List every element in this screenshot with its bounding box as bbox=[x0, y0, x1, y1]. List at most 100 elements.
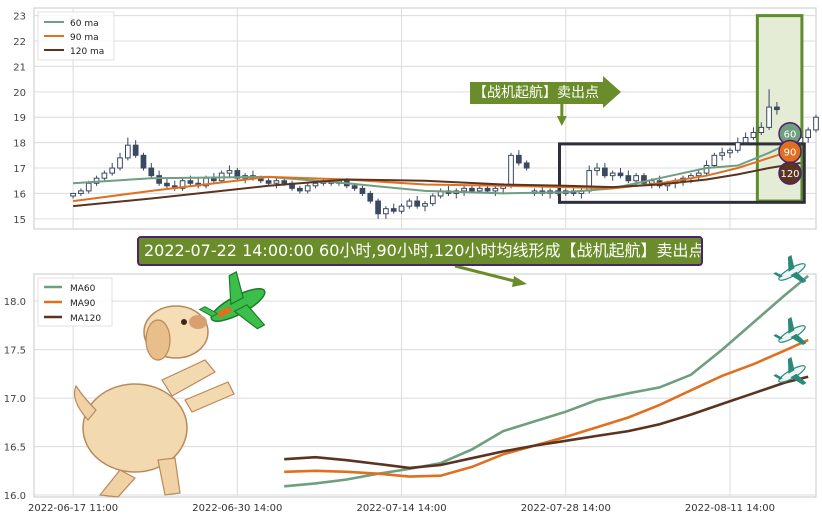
legend-bottom-label: MA60 bbox=[70, 284, 96, 294]
candle-body bbox=[304, 185, 311, 192]
candle-body bbox=[398, 205, 405, 212]
candle-body bbox=[78, 190, 84, 194]
y-tick-label: 23 bbox=[13, 12, 26, 23]
candle-body bbox=[711, 154, 718, 166]
y-tick-label: 18.0 bbox=[4, 297, 26, 308]
candle-body bbox=[226, 170, 233, 174]
plot-area-top bbox=[33, 7, 817, 230]
y-tick-label: 17.5 bbox=[4, 346, 26, 357]
candle-body bbox=[813, 116, 819, 131]
candle-body bbox=[414, 200, 421, 207]
candle-body bbox=[469, 187, 475, 192]
candle-body bbox=[429, 195, 436, 205]
candle-body bbox=[164, 182, 170, 187]
ma-end-badge-label: 60 bbox=[784, 130, 797, 141]
candle-body bbox=[625, 175, 632, 182]
candle-body bbox=[297, 187, 303, 192]
candle-body bbox=[367, 192, 374, 202]
candle-body bbox=[727, 149, 733, 154]
y-tick-label: 21 bbox=[13, 62, 26, 73]
candle-body bbox=[617, 172, 624, 177]
legend-bottom-label: MA120 bbox=[70, 314, 101, 324]
candle-body bbox=[422, 203, 428, 207]
candle-body bbox=[124, 144, 131, 159]
y-tick-label: 16.5 bbox=[4, 443, 26, 454]
legend-top: 60 ma 90 ma 120 ma bbox=[37, 11, 115, 61]
candle-body bbox=[476, 187, 483, 192]
candle-body bbox=[523, 162, 530, 169]
signal-banner: 2022-07-22 14:00:00 60小时,90小时,120小时均线形成【… bbox=[137, 236, 703, 266]
y-tick-label: 16.0 bbox=[4, 491, 26, 502]
series-line-ma90 bbox=[284, 338, 809, 478]
y-tick-label: 20 bbox=[13, 88, 26, 99]
ma90-line bbox=[72, 146, 801, 203]
x-tick-label: 2022-07-28 14:00 bbox=[521, 503, 611, 514]
y-tick-label: 18 bbox=[13, 139, 26, 150]
callout-pointer-head bbox=[556, 116, 567, 126]
candle-body bbox=[312, 182, 319, 187]
candle-body bbox=[187, 180, 194, 184]
banner-pointer-stem bbox=[454, 264, 519, 284]
candle-body bbox=[742, 137, 749, 144]
candle-body bbox=[641, 175, 647, 184]
x-tick-label: 2022-06-17 11:00 bbox=[28, 503, 118, 514]
ma-end-badge-label: 90 bbox=[784, 148, 797, 159]
series-line-ma120 bbox=[284, 375, 809, 470]
candle-body bbox=[273, 180, 280, 184]
candle-body bbox=[594, 167, 600, 172]
x-tick-label: 2022-06-30 14:00 bbox=[192, 503, 282, 514]
candle-body bbox=[156, 175, 162, 184]
candle-body bbox=[101, 172, 108, 179]
candle-body bbox=[383, 208, 389, 215]
candle-body bbox=[117, 157, 123, 169]
legend-top-label: 90 ma bbox=[70, 33, 99, 43]
y-tick-label: 16 bbox=[13, 189, 26, 200]
candle-body bbox=[774, 106, 780, 111]
candle-body bbox=[390, 208, 397, 212]
y-tick-label: 17 bbox=[13, 164, 26, 175]
x-tick-label: 2022-08-11 14:00 bbox=[685, 503, 775, 514]
candle-body bbox=[719, 152, 726, 156]
candle-body bbox=[515, 154, 522, 164]
candle-body bbox=[406, 200, 413, 207]
candle-body bbox=[484, 187, 491, 192]
candle-body bbox=[805, 129, 812, 139]
candle-body bbox=[140, 154, 147, 169]
candle-body bbox=[734, 142, 741, 151]
sell-point-callout-label: 【战机起航】卖出点 bbox=[470, 82, 603, 104]
candle-body bbox=[461, 187, 467, 192]
candle-body bbox=[265, 180, 272, 184]
candle-body bbox=[492, 187, 499, 192]
candle-body bbox=[179, 180, 186, 189]
legend-top-label: 120 ma bbox=[70, 47, 104, 57]
candle-body bbox=[132, 144, 139, 156]
callout-arrow-head bbox=[603, 76, 621, 108]
candle-body bbox=[351, 185, 358, 189]
candle-body bbox=[375, 200, 381, 215]
ma-end-badge bbox=[778, 161, 802, 185]
legend-bottom-label: MA90 bbox=[70, 299, 96, 309]
candle-body bbox=[609, 172, 616, 177]
candle-body bbox=[70, 192, 76, 197]
ma120-line bbox=[73, 162, 801, 208]
candle-body bbox=[148, 167, 155, 177]
sell-point-callout: 【战机起航】卖出点 bbox=[470, 76, 622, 108]
banner-pointer-head bbox=[512, 276, 527, 287]
candle-body bbox=[109, 167, 116, 174]
candle-body bbox=[758, 126, 765, 133]
ma-end-badge-label: 120 bbox=[780, 169, 799, 180]
candle-body bbox=[750, 131, 757, 139]
candle-body bbox=[766, 106, 772, 128]
y-tick-label: 19 bbox=[13, 113, 26, 124]
candle-body bbox=[602, 167, 608, 177]
candle-body bbox=[633, 175, 639, 182]
legend-top-label: 60 ma bbox=[70, 19, 99, 29]
y-tick-label: 17.0 bbox=[4, 394, 26, 405]
candle-body bbox=[695, 172, 702, 177]
y-tick-label: 22 bbox=[13, 37, 26, 48]
candle-body bbox=[281, 180, 288, 184]
legend-bottom: MA60 MA90 MA120 bbox=[37, 277, 113, 327]
x-tick-label: 2022-07-14 14:00 bbox=[356, 503, 446, 514]
